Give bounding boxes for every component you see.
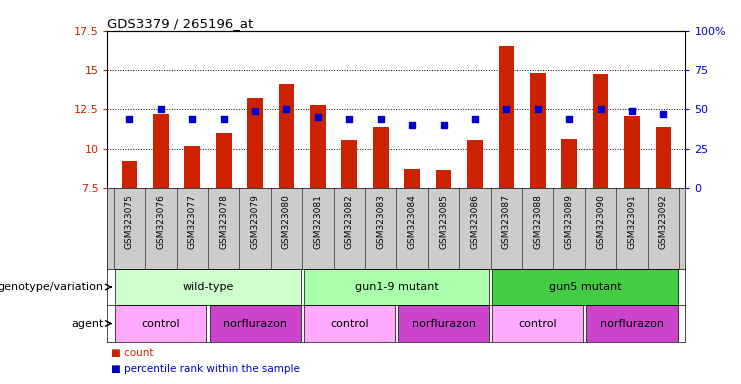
Text: GSM323089: GSM323089 [565, 195, 574, 250]
Bar [247, 98, 263, 188]
Bar [304, 269, 489, 305]
Bar [436, 170, 451, 188]
Text: GSM323080: GSM323080 [282, 195, 291, 250]
Text: GSM323091: GSM323091 [628, 195, 637, 250]
Point [595, 106, 607, 113]
Point [469, 116, 481, 122]
Point [155, 106, 167, 113]
Bar [185, 146, 200, 188]
Text: control: control [142, 318, 180, 329]
Point [186, 116, 198, 122]
Bar [499, 46, 514, 188]
Bar [153, 114, 169, 188]
Point [500, 106, 512, 113]
Text: agent: agent [71, 318, 104, 329]
Text: gun1-9 mutant: gun1-9 mutant [354, 282, 439, 292]
Point [563, 116, 575, 122]
Point [124, 116, 136, 122]
Point [343, 116, 355, 122]
Point [626, 108, 638, 114]
Bar [373, 127, 388, 188]
Text: GSM323079: GSM323079 [250, 195, 259, 250]
Text: norflurazon: norflurazon [411, 318, 476, 329]
Text: GSM323090: GSM323090 [596, 195, 605, 250]
Text: gun5 mutant: gun5 mutant [548, 282, 621, 292]
Text: GSM323083: GSM323083 [376, 195, 385, 250]
Point [249, 108, 261, 114]
Bar [530, 73, 545, 188]
Text: control: control [330, 318, 368, 329]
Point [406, 122, 418, 128]
Bar [310, 105, 326, 188]
Bar [586, 305, 677, 342]
Bar [304, 305, 395, 342]
Bar [656, 127, 671, 188]
Text: GSM323081: GSM323081 [313, 195, 322, 250]
Point [438, 122, 450, 128]
Text: control: control [519, 318, 557, 329]
Bar [279, 84, 294, 188]
Text: GSM323077: GSM323077 [187, 195, 197, 250]
Point [532, 106, 544, 113]
Text: wild-type: wild-type [182, 282, 233, 292]
Text: ■ count: ■ count [111, 348, 153, 358]
Text: norflurazon: norflurazon [600, 318, 664, 329]
Text: GSM323087: GSM323087 [502, 195, 511, 250]
Bar [342, 140, 357, 188]
Bar [116, 269, 301, 305]
Point [312, 114, 324, 120]
Bar [467, 140, 483, 188]
Bar [624, 116, 640, 188]
Text: ■ percentile rank within the sample: ■ percentile rank within the sample [111, 364, 300, 374]
Bar [562, 139, 577, 188]
Text: norflurazon: norflurazon [223, 318, 287, 329]
Point [657, 111, 669, 117]
Bar [398, 305, 489, 342]
Bar [492, 305, 583, 342]
Bar [122, 161, 137, 188]
Text: GSM323078: GSM323078 [219, 195, 228, 250]
Bar [116, 305, 207, 342]
Point [218, 116, 230, 122]
Text: GSM323086: GSM323086 [471, 195, 479, 250]
Text: GSM323075: GSM323075 [125, 195, 134, 250]
Bar [593, 74, 608, 188]
Text: genotype/variation: genotype/variation [0, 282, 104, 292]
Bar [405, 169, 420, 188]
Point [281, 106, 293, 113]
Bar [492, 269, 677, 305]
Text: GSM323082: GSM323082 [345, 195, 353, 249]
Text: GSM323088: GSM323088 [534, 195, 542, 250]
Text: GSM323084: GSM323084 [408, 195, 416, 249]
Text: GSM323085: GSM323085 [439, 195, 448, 250]
Point [375, 116, 387, 122]
Text: GDS3379 / 265196_at: GDS3379 / 265196_at [107, 17, 253, 30]
Bar [216, 133, 231, 188]
Text: GSM323092: GSM323092 [659, 195, 668, 249]
Bar [210, 305, 301, 342]
Text: GSM323076: GSM323076 [156, 195, 165, 250]
